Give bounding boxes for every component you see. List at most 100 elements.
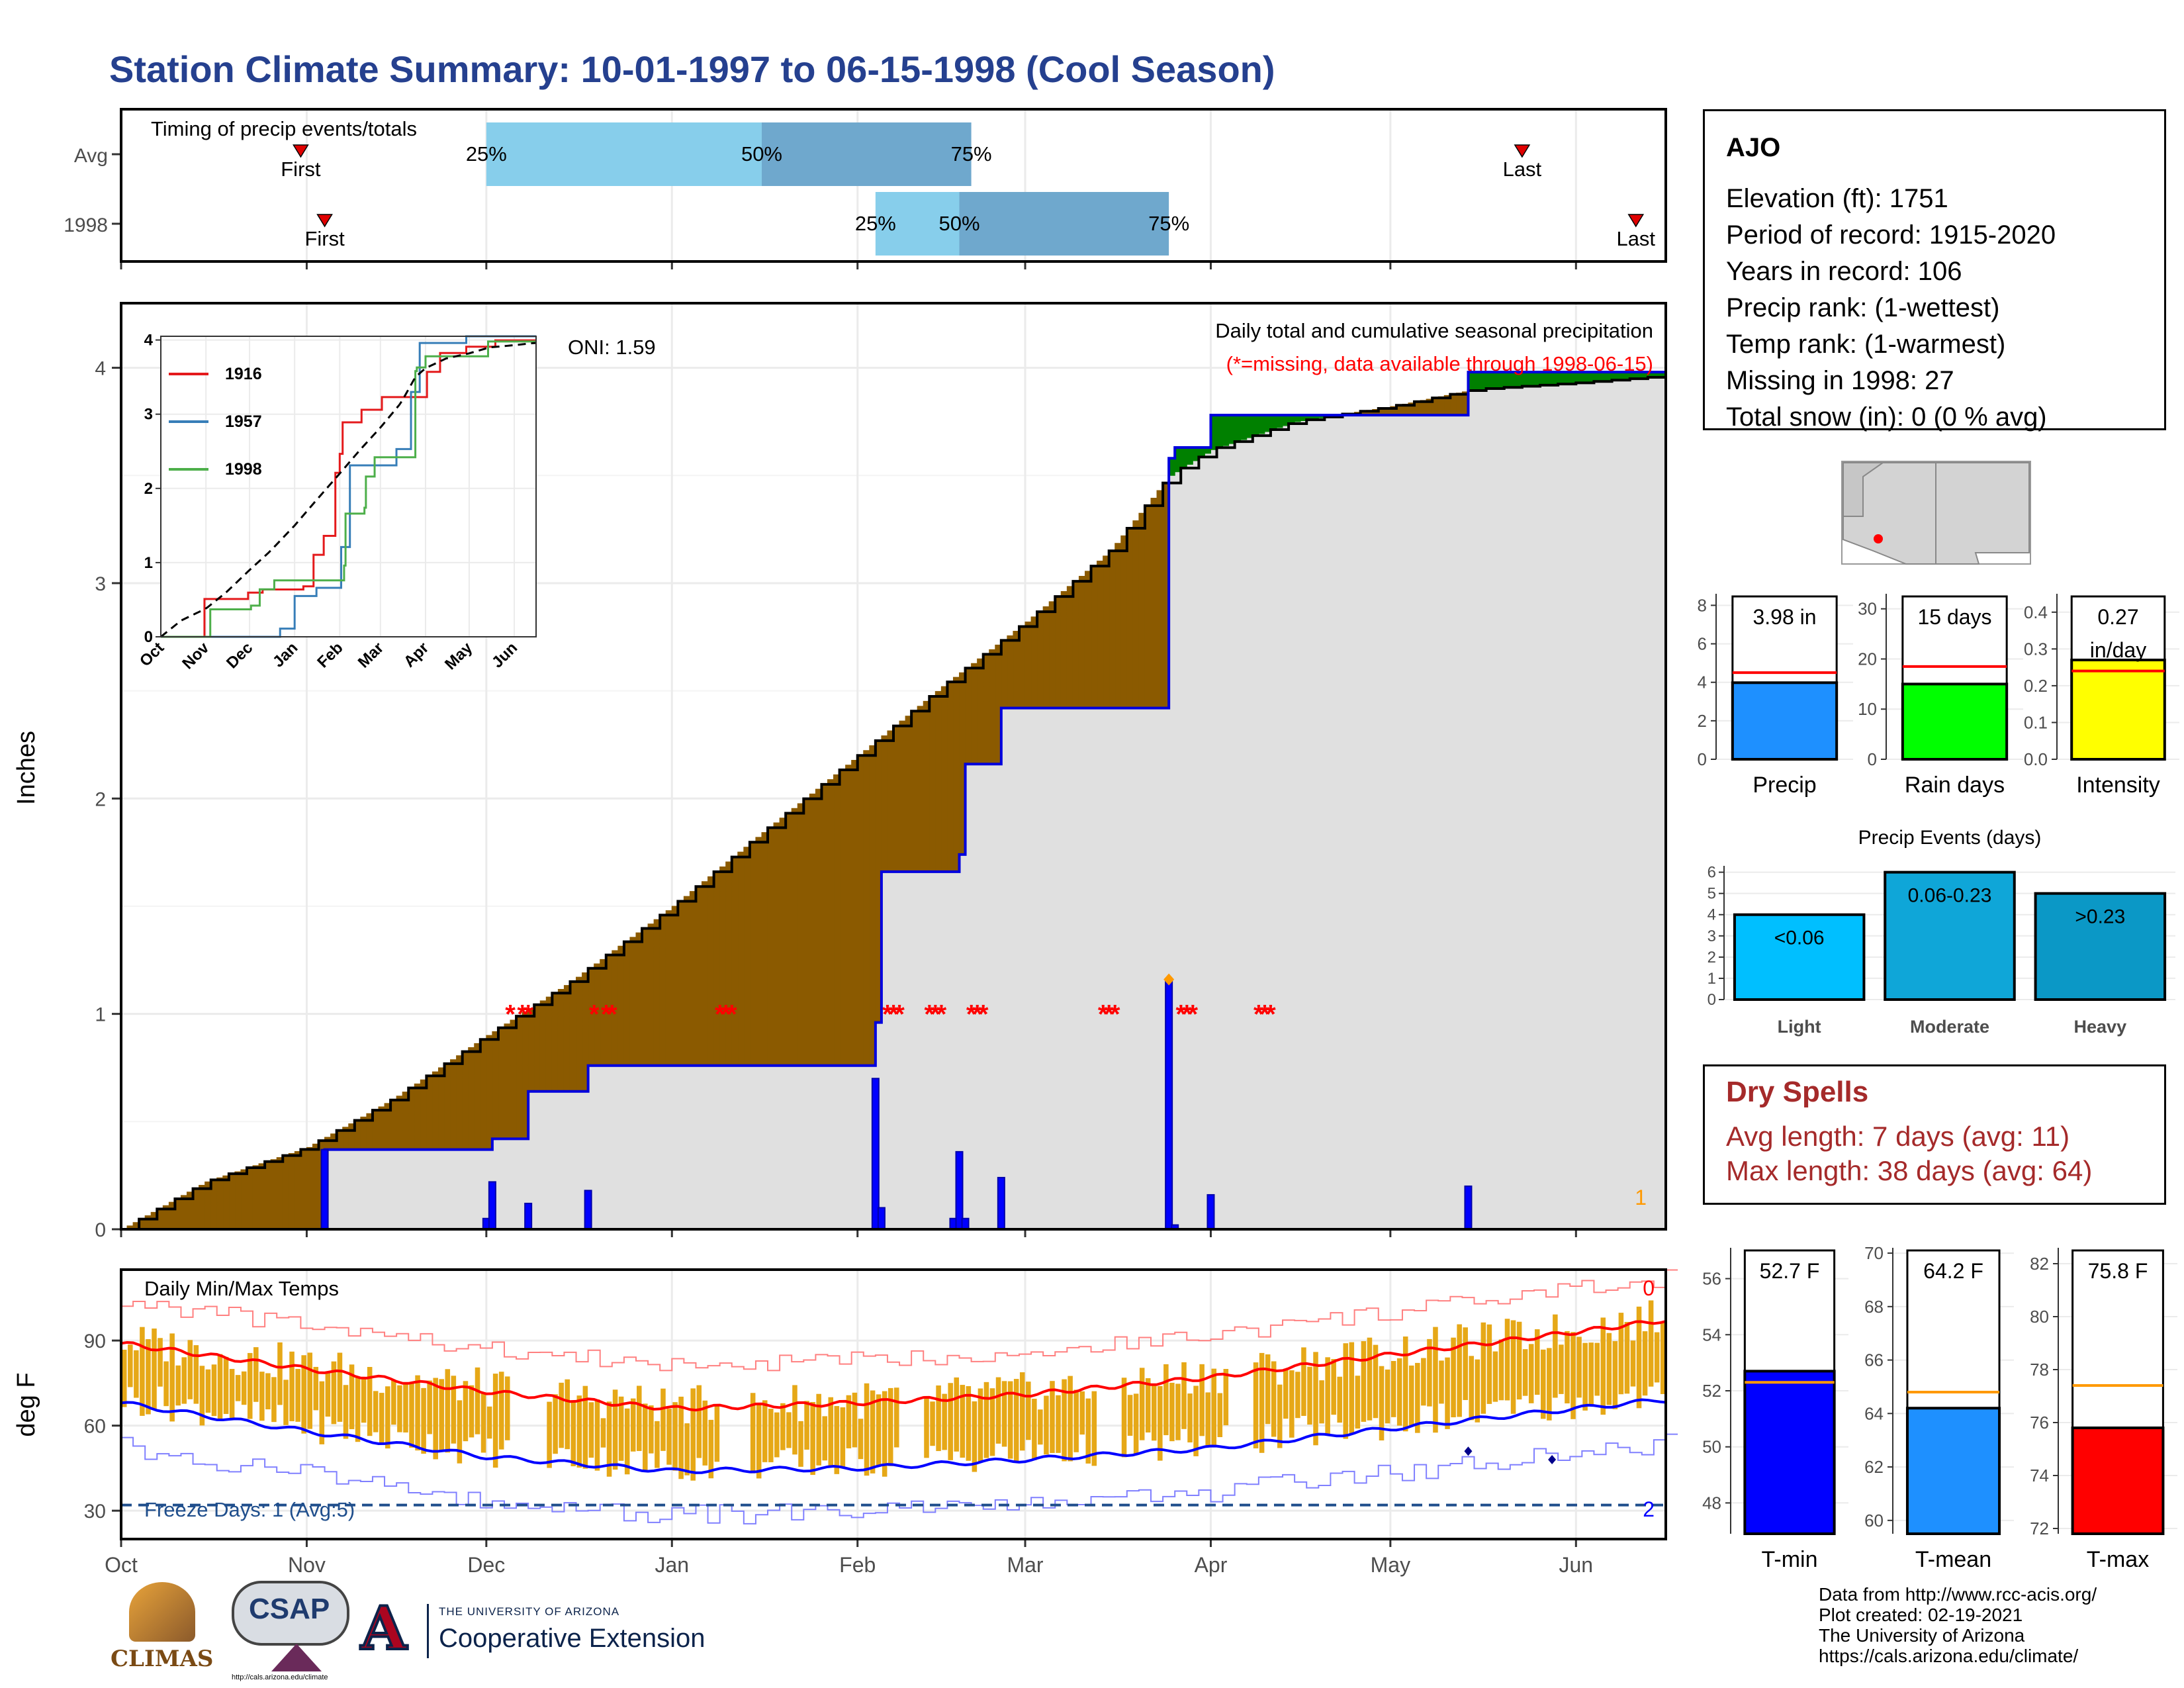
missing-marker-1998-02-20: *: [966, 1000, 977, 1029]
missing-marker-1998-03-27: *: [1175, 1000, 1186, 1029]
missing-marker-1998-01-09: *: [715, 1000, 725, 1029]
month-label-Nov: Nov: [288, 1553, 326, 1577]
inset-ytick-label-3: 3: [144, 406, 153, 424]
temp-day-bar-11: [187, 1340, 193, 1399]
precip-events-title: Precip Events (days): [1858, 827, 2042, 849]
temp-day-bar-207: [1361, 1341, 1367, 1422]
temp-day-bar-221: [1445, 1357, 1450, 1429]
tmin-summary-category-label: T-min: [1762, 1547, 1818, 1572]
temp-day-bar-27: [283, 1380, 289, 1425]
temp-day-bar-228: [1486, 1324, 1492, 1404]
last-marker-Avg: [1514, 144, 1531, 158]
tmean-summary-ytick-label-66: 66: [1864, 1350, 1884, 1370]
temp-day-bar-96: [696, 1385, 702, 1458]
temp-avg-max-line: [120, 1320, 1666, 1412]
freeze-days-label: Freeze Days: 1 (Avg:5): [144, 1498, 355, 1521]
inset-series-1998: [161, 340, 536, 638]
temp-day-bar-241: [1565, 1331, 1570, 1404]
temp-day-bar-206: [1355, 1376, 1361, 1429]
temp-day-bar-25: [271, 1377, 277, 1423]
map-new-mexico: [1935, 462, 2030, 565]
station-elevation: Elevation (ft): 1751: [1726, 184, 1948, 213]
temp-day-bar-19: [235, 1375, 241, 1401]
temp-day-bar-73: [559, 1382, 564, 1448]
temp-day-bar-90: [660, 1388, 666, 1451]
temp-day-bar-247: [1600, 1317, 1606, 1415]
temp-day-bar-75: [570, 1400, 576, 1467]
precip-total-bar: [1731, 681, 1839, 761]
first-marker-1998: [316, 214, 333, 228]
temp-corner-top: 0: [1643, 1276, 1655, 1300]
credit-university: The University of Arizona: [1819, 1625, 2025, 1646]
temp-day-bar-161: [1085, 1398, 1091, 1464]
temp-day-bar-162: [1091, 1391, 1097, 1466]
tmean-summary-value-label: 64.2 F: [1923, 1259, 1983, 1283]
tmax-summary-value-label: 75.8 F: [2088, 1259, 2148, 1283]
temp-day-bar-257: [1660, 1321, 1666, 1395]
missing-marker-1998-03-14: *: [1098, 1000, 1109, 1029]
temp-day-bar-64: [504, 1376, 510, 1440]
temp-day-bar-40: [361, 1378, 367, 1423]
temp-day-bar-46: [397, 1385, 402, 1432]
precip-events-value-Light: <0.06: [1774, 927, 1825, 949]
missing-marker-1998-01-11: *: [727, 1000, 737, 1029]
temp-day-bar-197: [1301, 1347, 1306, 1416]
precip-daily-bar-1998-02-18: [955, 1150, 964, 1230]
timing-panel-frame: [120, 108, 1667, 263]
timing-row-label-1998: 1998: [64, 214, 108, 236]
page-title: Station Climate Summary: 10-01-1997 to 0…: [109, 48, 1275, 90]
temp-day-bar-250: [1618, 1313, 1624, 1395]
temp-day-bar-234: [1522, 1349, 1528, 1396]
inset-legend-label-1957: 1957: [225, 412, 262, 431]
temp-day-bar-168: [1127, 1395, 1133, 1436]
map-neighbor: [1843, 462, 1886, 517]
temp-day-bar-143: [978, 1388, 983, 1462]
intensity-chart: 0.0 0.1 0.2 0.3 0.4 0.27 in/day Intensity: [2024, 594, 2179, 798]
temp-day-bar-86: [637, 1385, 642, 1451]
temp-day-bar-28: [289, 1351, 295, 1421]
temp-day-bar-190: [1259, 1352, 1265, 1453]
intensity-value-label: 0.27: [2097, 605, 2138, 629]
temp-day-bar-253: [1636, 1306, 1642, 1409]
temp-day-bar-116: [816, 1393, 821, 1466]
temp-day-bar-256: [1654, 1332, 1660, 1383]
temp-day-bar-175: [1169, 1382, 1175, 1442]
tmin-summary-ytick-label-54: 54: [1702, 1325, 1721, 1344]
timing-p75-Avg: 75%: [951, 142, 992, 165]
temp-day-bar-191: [1265, 1354, 1271, 1425]
temp-day-bar-122: [852, 1392, 858, 1448]
temp-day-bar-114: [804, 1401, 809, 1450]
missing-marker-1997-12-19: *: [589, 1000, 600, 1029]
temp-day-bar-142: [972, 1401, 978, 1472]
precip-events-ytick-label-0: 0: [1707, 991, 1716, 1009]
precip-events-ytick-label-2: 2: [1707, 949, 1716, 966]
month-label-Feb: Feb: [839, 1553, 876, 1577]
temp-day-bar-158: [1068, 1376, 1073, 1462]
ua-small-text: THE UNIVERSITY OF ARIZONA: [439, 1605, 620, 1618]
dry-spells-max: Max length: 38 days (avg: 64): [1726, 1155, 2093, 1186]
temp-day-bar-198: [1307, 1366, 1312, 1425]
temp-day-bar-7: [163, 1361, 169, 1407]
temp-day-bar-236: [1534, 1329, 1540, 1395]
timing-p50-1998: 50%: [938, 212, 979, 235]
temp-day-bar-242: [1570, 1332, 1576, 1419]
temp-day-bar-1: [128, 1344, 133, 1387]
temp-day-bar-235: [1528, 1344, 1534, 1403]
timing-p50-Avg: 50%: [741, 142, 782, 165]
temp-day-bar-246: [1594, 1342, 1600, 1396]
temp-day-bar-74: [565, 1379, 570, 1450]
temp-day-bar-129: [894, 1387, 899, 1448]
month-label-Dec: Dec: [467, 1553, 505, 1577]
temp-day-bar-238: [1547, 1348, 1552, 1421]
temp-day-bar-60: [480, 1393, 486, 1453]
temp-day-bar-126: [876, 1394, 882, 1467]
temp-day-bar-34: [325, 1372, 331, 1417]
station-snow: Total snow (in): 0 (0 % avg): [1726, 402, 2047, 432]
temp-day-bar-14: [205, 1369, 211, 1413]
timing-p25-Avg: 25%: [466, 142, 507, 165]
temp-day-bar-83: [618, 1396, 624, 1461]
temp-day-bar-32: [313, 1366, 319, 1411]
temp-day-bar-48: [409, 1383, 414, 1448]
station-location-marker: [1874, 534, 1883, 543]
temp-day-bar-61: [486, 1406, 492, 1439]
